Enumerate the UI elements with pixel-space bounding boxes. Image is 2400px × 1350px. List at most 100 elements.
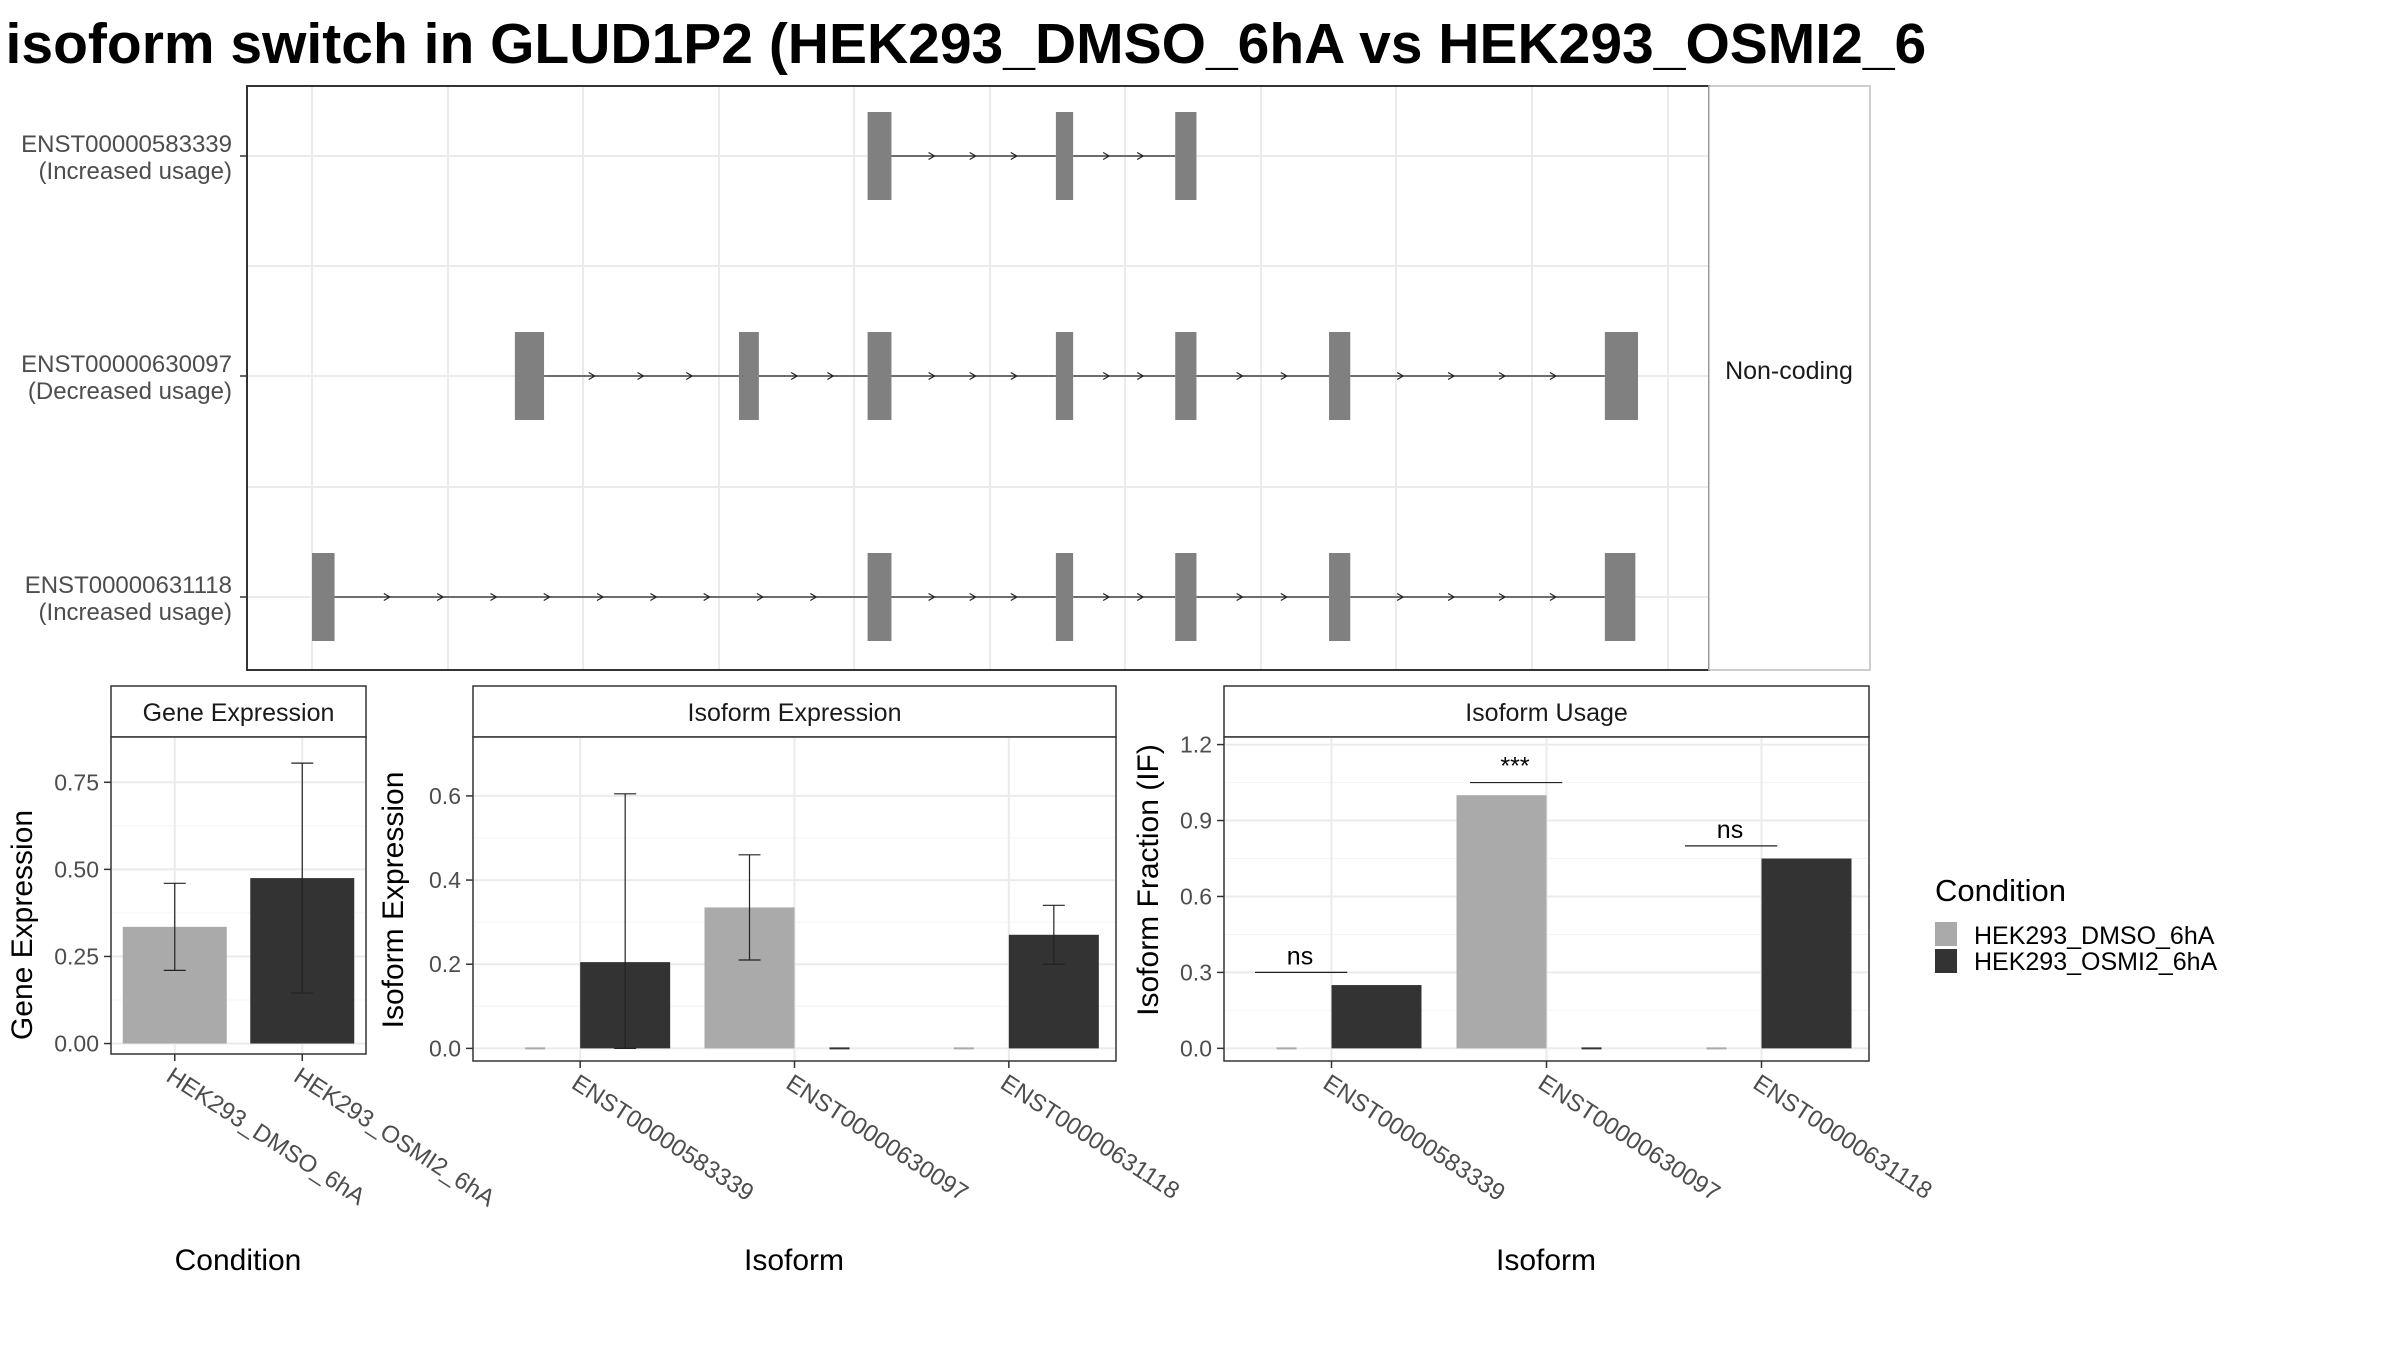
exon-block	[1175, 332, 1197, 420]
y-tick-label: 0.6	[429, 783, 461, 809]
exon-block	[1055, 553, 1074, 641]
bar-dmso	[1456, 795, 1547, 1049]
intron-arrow	[1236, 371, 1244, 381]
strip-isoform-usage	[1223, 685, 1870, 738]
exon-block	[867, 332, 892, 420]
y-tick-label: 0.4	[429, 867, 461, 893]
isoform-expression-x-title: Isoform	[744, 1244, 844, 1277]
exon-block	[1329, 332, 1351, 420]
intron-arrow	[1102, 592, 1111, 602]
intron-arrow	[1136, 371, 1145, 381]
x-tick-label: ENST00000583339	[567, 1069, 759, 1206]
intron-arrow	[1010, 371, 1018, 381]
y-tick-label: 0.75	[54, 769, 99, 795]
intron-arrow	[1447, 371, 1456, 381]
exon-block	[1175, 553, 1197, 641]
exon-block	[867, 553, 892, 641]
intron-arrow	[650, 592, 658, 602]
strip-non-coding-label: Non-coding	[1725, 357, 1853, 385]
intron-arrow	[809, 592, 818, 602]
intron-arrow	[969, 151, 977, 161]
strip-non-coding	[1708, 85, 1871, 671]
transcript-id-label: ENST00000583339	[21, 131, 232, 158]
transcript-structure-panel: Non-coding ENST00000583339(Increased usa…	[21, 85, 1871, 671]
legend-label-osmi2: HEK293_OSMI2_6hA	[1974, 948, 2218, 976]
y-tick-label: 1.2	[1180, 732, 1212, 758]
exon-block	[1175, 112, 1197, 200]
y-tick-label: 0.2	[429, 951, 461, 977]
page-title: e isoform switch in GLUD1P2 (HEK293_DMSO…	[0, 12, 1927, 76]
exon-block	[514, 332, 545, 420]
x-tick-label: ENST00000630097	[1533, 1069, 1725, 1206]
strip-isoform-expression	[472, 685, 1117, 738]
intron-arrow	[969, 371, 977, 381]
transcript-631118-row: ENST00000631118(Increased usage)	[25, 553, 1708, 641]
intron-arrow	[637, 371, 645, 381]
intron-arrow	[1102, 151, 1111, 161]
gene-expression-x-title: Condition	[175, 1244, 302, 1277]
intron-arrow	[1498, 371, 1507, 381]
structure-panel-border	[246, 85, 1710, 671]
strip-gene-expression-label: Gene Expression	[143, 699, 335, 727]
significance-label: ***	[1500, 753, 1529, 781]
y-tick-label: 0.0	[1180, 1035, 1212, 1061]
bar-osmi2	[1761, 858, 1852, 1049]
isoform-expression-y-title: Isoform Expression	[377, 772, 410, 1029]
significance-label: ns	[1717, 816, 1743, 844]
intron-arrow	[1010, 592, 1018, 602]
intron-arrow	[703, 592, 711, 602]
intron-arrow	[1396, 371, 1405, 381]
bar-osmi2	[1331, 985, 1422, 1049]
x-tick-label: ENST00000631118	[1748, 1069, 1937, 1205]
intron-arrow	[827, 371, 835, 381]
intron-arrow	[969, 592, 977, 602]
legend: Condition HEK293_DMSO_6hA HEK293_OSMI2_6…	[1935, 873, 2218, 976]
transcript-id-label: ENST00000631118	[25, 572, 232, 599]
transcript-id-label: ENST00000630097	[21, 351, 232, 378]
legend-swatch-dmso	[1935, 922, 1957, 946]
intron-arrow	[1236, 592, 1244, 602]
exon-block	[738, 332, 759, 420]
intron-arrow	[1280, 371, 1289, 381]
x-tick-label: ENST00000631118	[996, 1069, 1185, 1205]
intron-arrow	[1010, 151, 1018, 161]
transcript-usage-label: (Increased usage)	[39, 599, 232, 626]
transcript-usage-label: (Decreased usage)	[28, 378, 232, 405]
isoform-usage-panel: Isoform Usage 0.0 0.3 0.6 0.9 1.2 ENST0000058…	[1132, 685, 1937, 1277]
exon-block	[1604, 553, 1636, 641]
intron-arrow	[928, 371, 936, 381]
transcript-usage-label: (Increased usage)	[39, 158, 232, 185]
strip-isoform-expression-label: Isoform Expression	[688, 699, 902, 727]
transcript-583339-row: ENST00000583339(Increased usage)	[21, 112, 1708, 200]
intron-arrow	[596, 592, 605, 602]
gene-expression-y-title: Gene Expression	[6, 810, 39, 1040]
intron-arrow	[1136, 592, 1145, 602]
intron-arrow	[543, 592, 551, 602]
isoform-usage-x-title: Isoform	[1496, 1244, 1596, 1277]
intron-arrow	[588, 371, 596, 381]
intron-arrow	[685, 371, 694, 381]
intron-arrow	[383, 592, 392, 602]
strip-gene-expression	[110, 685, 367, 738]
legend-swatch-osmi2	[1935, 949, 1957, 973]
y-tick-label: 0.6	[1180, 883, 1212, 909]
exon-block	[1604, 332, 1638, 420]
intron-arrow	[1102, 371, 1111, 381]
y-tick-label: 0.9	[1180, 808, 1212, 834]
exon-block	[1055, 112, 1074, 200]
y-tick-label: 0.00	[54, 1031, 99, 1057]
x-tick-label: ENST00000630097	[781, 1069, 973, 1206]
intron-arrow	[928, 592, 936, 602]
exon-block	[1055, 332, 1074, 420]
intron-arrow	[1280, 592, 1289, 602]
intron-arrow	[436, 592, 445, 602]
transcript-630097-row: ENST00000630097(Decreased usage)	[21, 332, 1708, 420]
y-tick-label: 0.50	[54, 856, 99, 882]
exon-block	[312, 553, 335, 641]
intron-arrow	[490, 592, 498, 602]
gene-expression-panel: Gene Expression 0.000.250.500.75HEK293_D…	[6, 685, 500, 1277]
intron-arrow	[1498, 592, 1507, 602]
intron-arrow	[756, 592, 765, 602]
y-tick-label: 0.3	[1180, 959, 1212, 985]
